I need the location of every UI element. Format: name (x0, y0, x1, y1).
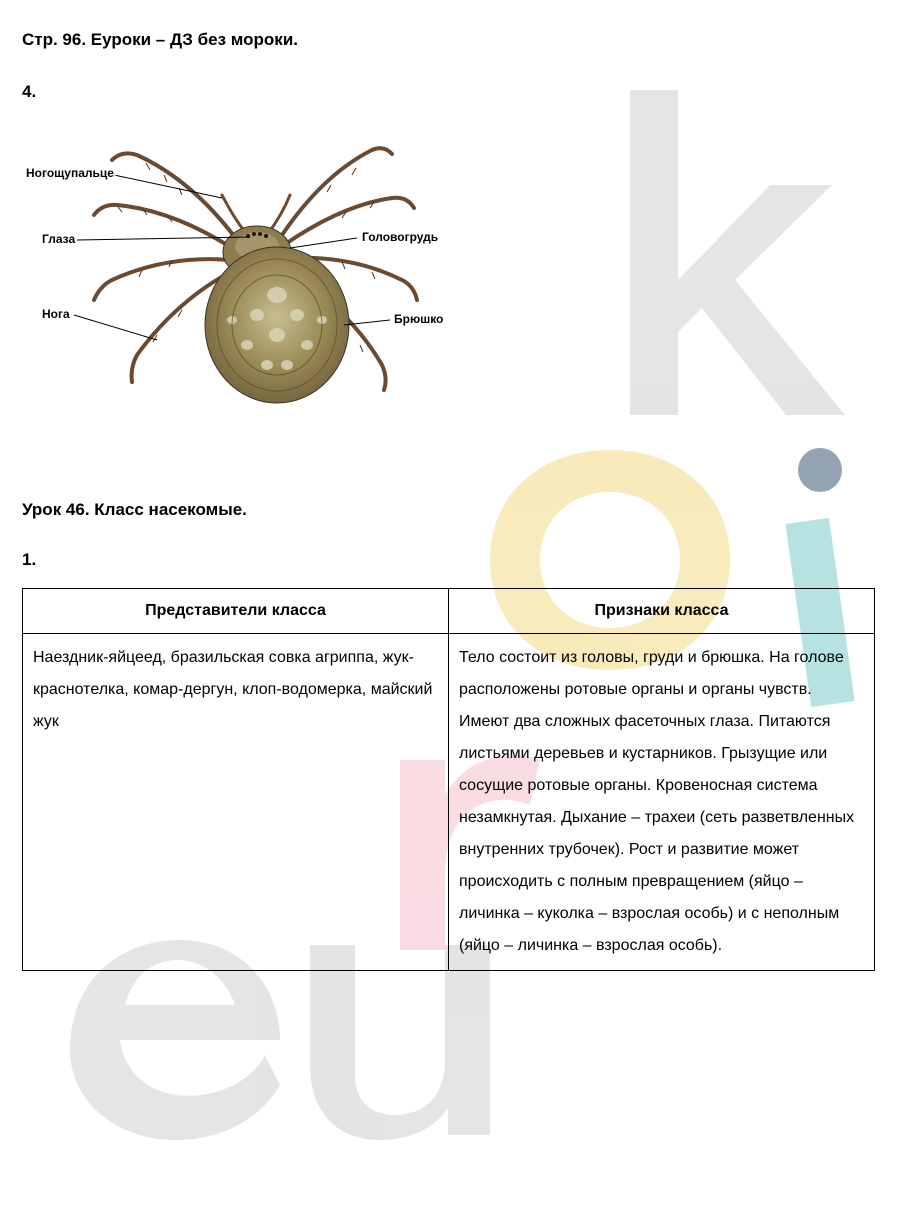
spider-diagram: Ногощупальце Глаза Нога Головогрудь Брюш… (22, 120, 502, 430)
label-pedipalp: Ногощупальце (24, 166, 116, 180)
table-row: Наездник-яйцеед, бразильская совка агрип… (23, 634, 875, 971)
label-eyes: Глаза (40, 232, 77, 246)
exercise-4-number: 4. (22, 82, 875, 102)
label-abdomen: Брюшко (392, 312, 445, 326)
page-title: Стр. 96. Еуроки – ДЗ без мороки. (22, 30, 875, 50)
table-header-1: Признаки класса (449, 589, 875, 634)
label-leg: Нога (40, 307, 72, 321)
exercise-1-number: 1. (22, 550, 875, 570)
insects-table: Представители класса Признаки класса Нае… (22, 588, 875, 971)
table-header-0: Представители класса (23, 589, 449, 634)
table-cell-representatives: Наездник-яйцеед, бразильская совка агрип… (23, 634, 449, 971)
lesson-title: Урок 46. Класс насекомые. (22, 500, 875, 520)
label-cephalothorax: Головогрудь (360, 230, 440, 244)
table-cell-features: Тело состоит из головы, груди и брюшка. … (449, 634, 875, 971)
